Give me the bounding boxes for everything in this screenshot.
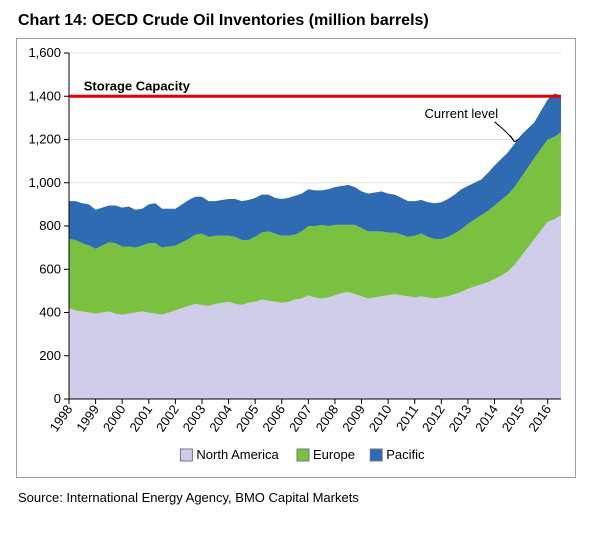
svg-text:2001: 2001 — [126, 402, 155, 434]
svg-text:2010: 2010 — [366, 402, 395, 434]
legend-label: Pacific — [386, 447, 425, 462]
legend-label: Europe — [313, 447, 355, 462]
svg-text:800: 800 — [39, 218, 61, 233]
svg-text:2005: 2005 — [233, 402, 262, 434]
source-line: Source: International Energy Agency, BMO… — [18, 490, 584, 505]
chart-title: Chart 14: OECD Crude Oil Inventories (mi… — [18, 12, 584, 30]
svg-text:2004: 2004 — [206, 402, 235, 434]
svg-text:1998: 1998 — [47, 402, 76, 434]
svg-text:600: 600 — [39, 261, 61, 276]
svg-text:2007: 2007 — [286, 402, 315, 434]
svg-text:1,200: 1,200 — [28, 132, 61, 147]
svg-text:2015: 2015 — [499, 402, 528, 434]
storage-capacity-label: Storage Capacity — [84, 78, 191, 93]
svg-text:2016: 2016 — [525, 402, 554, 434]
svg-text:1,600: 1,600 — [28, 45, 61, 60]
chart-frame: 0 200 400 600 800 1,000 1,200 1,400 1,600 1998199… — [16, 38, 576, 478]
svg-text:1,400: 1,400 — [28, 88, 61, 103]
svg-text:1,000: 1,000 — [28, 175, 61, 190]
svg-text:2011: 2011 — [393, 402, 421, 434]
svg-text:2002: 2002 — [153, 402, 182, 434]
svg-text:0: 0 — [54, 391, 61, 406]
svg-text:2014: 2014 — [472, 402, 501, 434]
svg-text:2006: 2006 — [259, 402, 288, 434]
svg-text:2012: 2012 — [419, 402, 448, 434]
legend-swatch — [297, 449, 309, 461]
svg-text:200: 200 — [39, 348, 61, 363]
legend-swatch — [180, 449, 192, 461]
legend-swatch — [370, 449, 382, 461]
svg-text:1999: 1999 — [73, 402, 102, 434]
current-level-label: Current level — [424, 106, 498, 121]
svg-text:400: 400 — [39, 305, 61, 320]
svg-text:2008: 2008 — [313, 402, 342, 434]
svg-text:2009: 2009 — [339, 402, 368, 434]
legend: North America Europe Pacific — [180, 447, 425, 462]
svg-text:2013: 2013 — [446, 402, 475, 434]
chart-svg: 0 200 400 600 800 1,000 1,200 1,400 1,600 1998199… — [17, 39, 575, 477]
chart-container: Chart 14: OECD Crude Oil Inventories (mi… — [0, 0, 600, 540]
svg-text:2003: 2003 — [180, 402, 209, 434]
legend-label: North America — [196, 447, 279, 462]
svg-text:2000: 2000 — [100, 402, 129, 434]
